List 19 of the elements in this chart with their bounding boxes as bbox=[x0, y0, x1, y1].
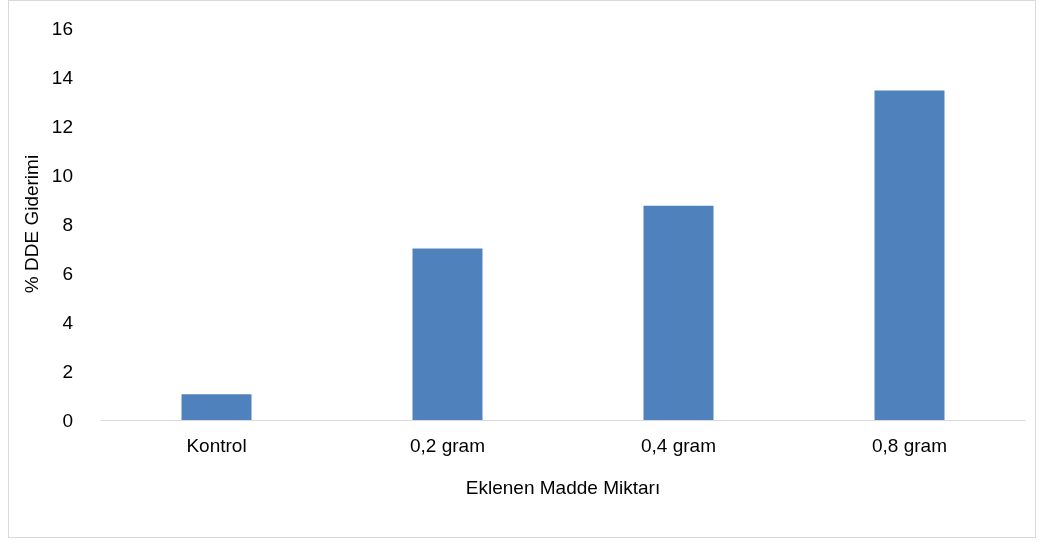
x-tick-label: 0,2 gram bbox=[410, 435, 485, 456]
bar bbox=[874, 90, 945, 420]
y-tick-label: 16 bbox=[51, 17, 73, 39]
y-tick-label: 6 bbox=[62, 262, 73, 284]
x-tick-label: Kontrol bbox=[186, 435, 247, 456]
y-tick-label: 8 bbox=[62, 213, 73, 235]
x-tick-label: 0,4 gram bbox=[641, 435, 716, 456]
x-tick-label: 0,8 gram bbox=[872, 435, 947, 456]
y-tick-label: 4 bbox=[62, 311, 74, 333]
y-axis-title: % DDE Giderimi bbox=[20, 154, 42, 294]
bar bbox=[181, 394, 252, 420]
bar bbox=[412, 248, 483, 420]
y-tick-label: 0 bbox=[62, 409, 73, 431]
y-tick-label: 14 bbox=[51, 66, 74, 88]
y-tick-label: 10 bbox=[51, 164, 73, 186]
x-axis-title: Eklenen Madde Miktarı bbox=[465, 477, 661, 498]
y-tick-label: 2 bbox=[62, 360, 73, 382]
bar bbox=[643, 205, 714, 420]
y-tick-label: 12 bbox=[51, 115, 73, 137]
